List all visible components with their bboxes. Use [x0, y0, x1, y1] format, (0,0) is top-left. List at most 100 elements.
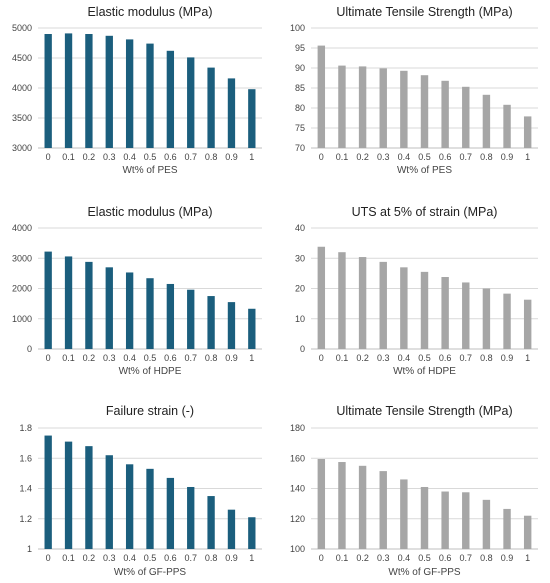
- x-tick-label: 0.5: [144, 553, 157, 563]
- bar: [187, 486, 195, 549]
- x-tick-label: 0.3: [377, 553, 390, 563]
- x-tick-label: 0.5: [418, 353, 431, 363]
- bar: [248, 517, 256, 549]
- y-tick-label: 4000: [12, 223, 32, 233]
- x-tick-label: 1: [249, 353, 254, 363]
- x-tick-label: 0.4: [398, 152, 411, 162]
- bar: [482, 288, 491, 349]
- x-tick-label: 0.9: [225, 553, 238, 563]
- chart-title: UTS at 5% of strain (MPa): [352, 205, 498, 219]
- x-axis-label: Wt% of GF-PPS: [114, 567, 187, 578]
- x-tick-label: 0.6: [439, 553, 452, 563]
- x-tick-label: 0: [46, 152, 51, 162]
- y-tick-label: 3500: [12, 113, 32, 123]
- y-tick-label: 75: [295, 123, 305, 133]
- chart-title: Ultimate Tensile Strength (MPa): [336, 404, 512, 418]
- bar: [146, 468, 154, 549]
- x-tick-label: 0.2: [83, 152, 96, 162]
- chart-2: 70 75 80 85 90 95 100 0 0.1 0.2 0.3 0.4 0.5 0.6 0.7 0.8…: [290, 5, 538, 176]
- bar: [420, 75, 429, 148]
- bar: [379, 68, 387, 148]
- y-tick-label: 3000: [12, 143, 32, 153]
- bar: [420, 486, 429, 549]
- x-tick-label: 0.3: [377, 353, 390, 363]
- bar: [125, 464, 134, 549]
- bar: [358, 257, 367, 349]
- x-tick-label: 0.7: [460, 353, 473, 363]
- x-tick-label: 0.9: [225, 152, 238, 162]
- chart-6: 100 120 140 160 180 0 0.1 0.2 0.3 0.4 0.5 0.6 0.7 0.8…: [290, 404, 538, 578]
- bar: [146, 278, 154, 349]
- x-tick-label: 0: [46, 553, 51, 563]
- bar: [338, 252, 346, 349]
- x-tick-label: 0.8: [205, 152, 218, 162]
- x-tick-label: 0.6: [164, 353, 177, 363]
- bar: [44, 435, 52, 549]
- bar: [44, 34, 52, 148]
- y-tick-label: 70: [295, 143, 305, 153]
- x-tick-label: 0.5: [418, 553, 431, 563]
- bar: [400, 267, 408, 349]
- x-tick-label: 0.3: [377, 152, 390, 162]
- bar: [503, 293, 511, 349]
- x-tick-label: 0.8: [205, 353, 218, 363]
- y-tick-label: 1.8: [19, 423, 32, 433]
- x-tick-label: 0.4: [398, 553, 411, 563]
- x-tick-label: 0.9: [501, 353, 514, 363]
- y-tick-label: 90: [295, 63, 305, 73]
- bar: [85, 34, 93, 148]
- x-tick-label: 1: [525, 353, 530, 363]
- bar: [441, 491, 449, 549]
- chart-1: 3000 3500 4000 4500 5000 0 0.1 0.2 0.3 0.4 0.5 0.6 0…: [12, 5, 262, 176]
- x-tick-label: 0.2: [356, 353, 369, 363]
- bar: [227, 78, 236, 148]
- x-axis-label: Wt% of HDPE: [393, 366, 456, 377]
- y-tick-label: 1.4: [19, 484, 32, 494]
- bar: [462, 86, 470, 148]
- bar: [358, 66, 367, 148]
- chart-5: 1 1.2 1.4 1.6 1.8 0 0.1 0.2 0.3 0.4 0.5 0.6 0.7 0.8 0.…: [19, 404, 262, 578]
- bar: [125, 272, 134, 349]
- x-tick-label: 0.8: [480, 152, 493, 162]
- bar: [523, 116, 532, 148]
- x-axis-label: Wt% of GF-PPS: [388, 567, 461, 578]
- x-tick-label: 0.4: [398, 353, 411, 363]
- x-tick-label: 0.5: [418, 152, 431, 162]
- bar: [503, 104, 511, 148]
- x-tick-label: 0: [319, 353, 324, 363]
- bar: [462, 492, 470, 549]
- x-tick-label: 0.7: [184, 553, 197, 563]
- bar: [482, 499, 491, 549]
- x-tick-label: 0.7: [460, 152, 473, 162]
- bar: [462, 282, 470, 349]
- bar: [44, 251, 52, 349]
- bar: [105, 455, 113, 549]
- y-tick-label: 1: [27, 544, 32, 554]
- bar: [166, 477, 175, 549]
- x-axis-label: Wt% of PES: [122, 165, 177, 176]
- x-tick-label: 0.6: [164, 152, 177, 162]
- x-tick-label: 1: [249, 152, 254, 162]
- x-tick-label: 0.8: [480, 353, 493, 363]
- bar: [248, 89, 256, 148]
- y-tick-label: 20: [295, 284, 305, 294]
- bar: [503, 508, 511, 549]
- y-tick-label: 40: [295, 223, 305, 233]
- chart-title: Elastic modulus (MPa): [87, 205, 212, 219]
- x-tick-label: 0.4: [123, 152, 136, 162]
- bar: [317, 246, 326, 349]
- x-tick-label: 0.1: [336, 553, 349, 563]
- bar: [207, 496, 215, 549]
- bar: [207, 296, 215, 349]
- bar: [523, 515, 532, 549]
- x-tick-label: 0.2: [83, 353, 96, 363]
- chart-3: 0 1000 2000 3000 4000 0 0.1 0.2 0.3 0.4 0.5 0.6 0.7 0…: [12, 205, 262, 377]
- y-tick-label: 100: [290, 544, 305, 554]
- bar: [85, 446, 93, 549]
- y-tick-label: 0: [27, 344, 32, 354]
- x-tick-label: 0.8: [205, 553, 218, 563]
- x-tick-label: 0.2: [83, 553, 96, 563]
- bar: [105, 35, 113, 148]
- y-tick-label: 95: [295, 43, 305, 53]
